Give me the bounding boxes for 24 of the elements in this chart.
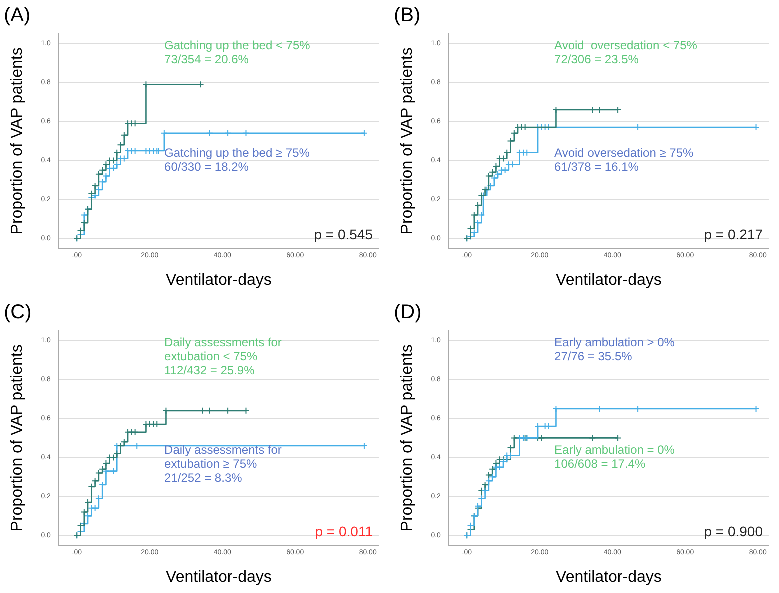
annotation: Gatching up the bed ≥ 75% 60/330 = 18.2%	[164, 146, 310, 174]
annotation: Gatching up the bed < 75% 73/354 = 20.6%	[164, 38, 311, 67]
annotation: Avoid oversedation ≥ 75% 61/378 = 16.1%	[554, 146, 694, 174]
chart-title: (B)	[394, 4, 421, 27]
x-axis-title: Ventilator-days	[556, 272, 662, 289]
y-axis-title: Proportion of VAP patients	[9, 344, 26, 532]
annotation: Avoid oversedation < 75% 72/306 = 23.5%	[554, 38, 698, 67]
x-axis-title: Ventilator-days	[166, 272, 272, 289]
chart-title: (A)	[4, 4, 31, 27]
annotation: p = 0.900	[704, 523, 764, 540]
x-axis-title: Ventilator-days	[166, 568, 272, 586]
y-axis-title: Proportion of VAP patients	[399, 48, 416, 235]
annotation: Early ambulation > 0% 27/76 = 35.5%	[554, 336, 676, 364]
annotation: Daily assessments for extubation < 75% 112/432 = 25.9%	[164, 336, 282, 378]
chart-title: (C)	[4, 302, 32, 324]
annotation: Daily assessments for extubation ≥ 75% 21/252 = 8.3%	[164, 442, 282, 485]
y-axis-title: Proportion of VAP patients	[9, 48, 26, 235]
chart-title: (D)	[394, 302, 422, 324]
annotation: p = 0.011	[315, 523, 374, 540]
annotation: p = 0.545	[314, 226, 374, 242]
annotation: Early ambulation = 0% 106/608 = 17.4%	[554, 442, 676, 471]
x-axis-title: Ventilator-days	[556, 568, 662, 586]
annotation: p = 0.217	[704, 226, 764, 242]
y-axis-title: Proportion of VAP patients	[399, 344, 416, 532]
